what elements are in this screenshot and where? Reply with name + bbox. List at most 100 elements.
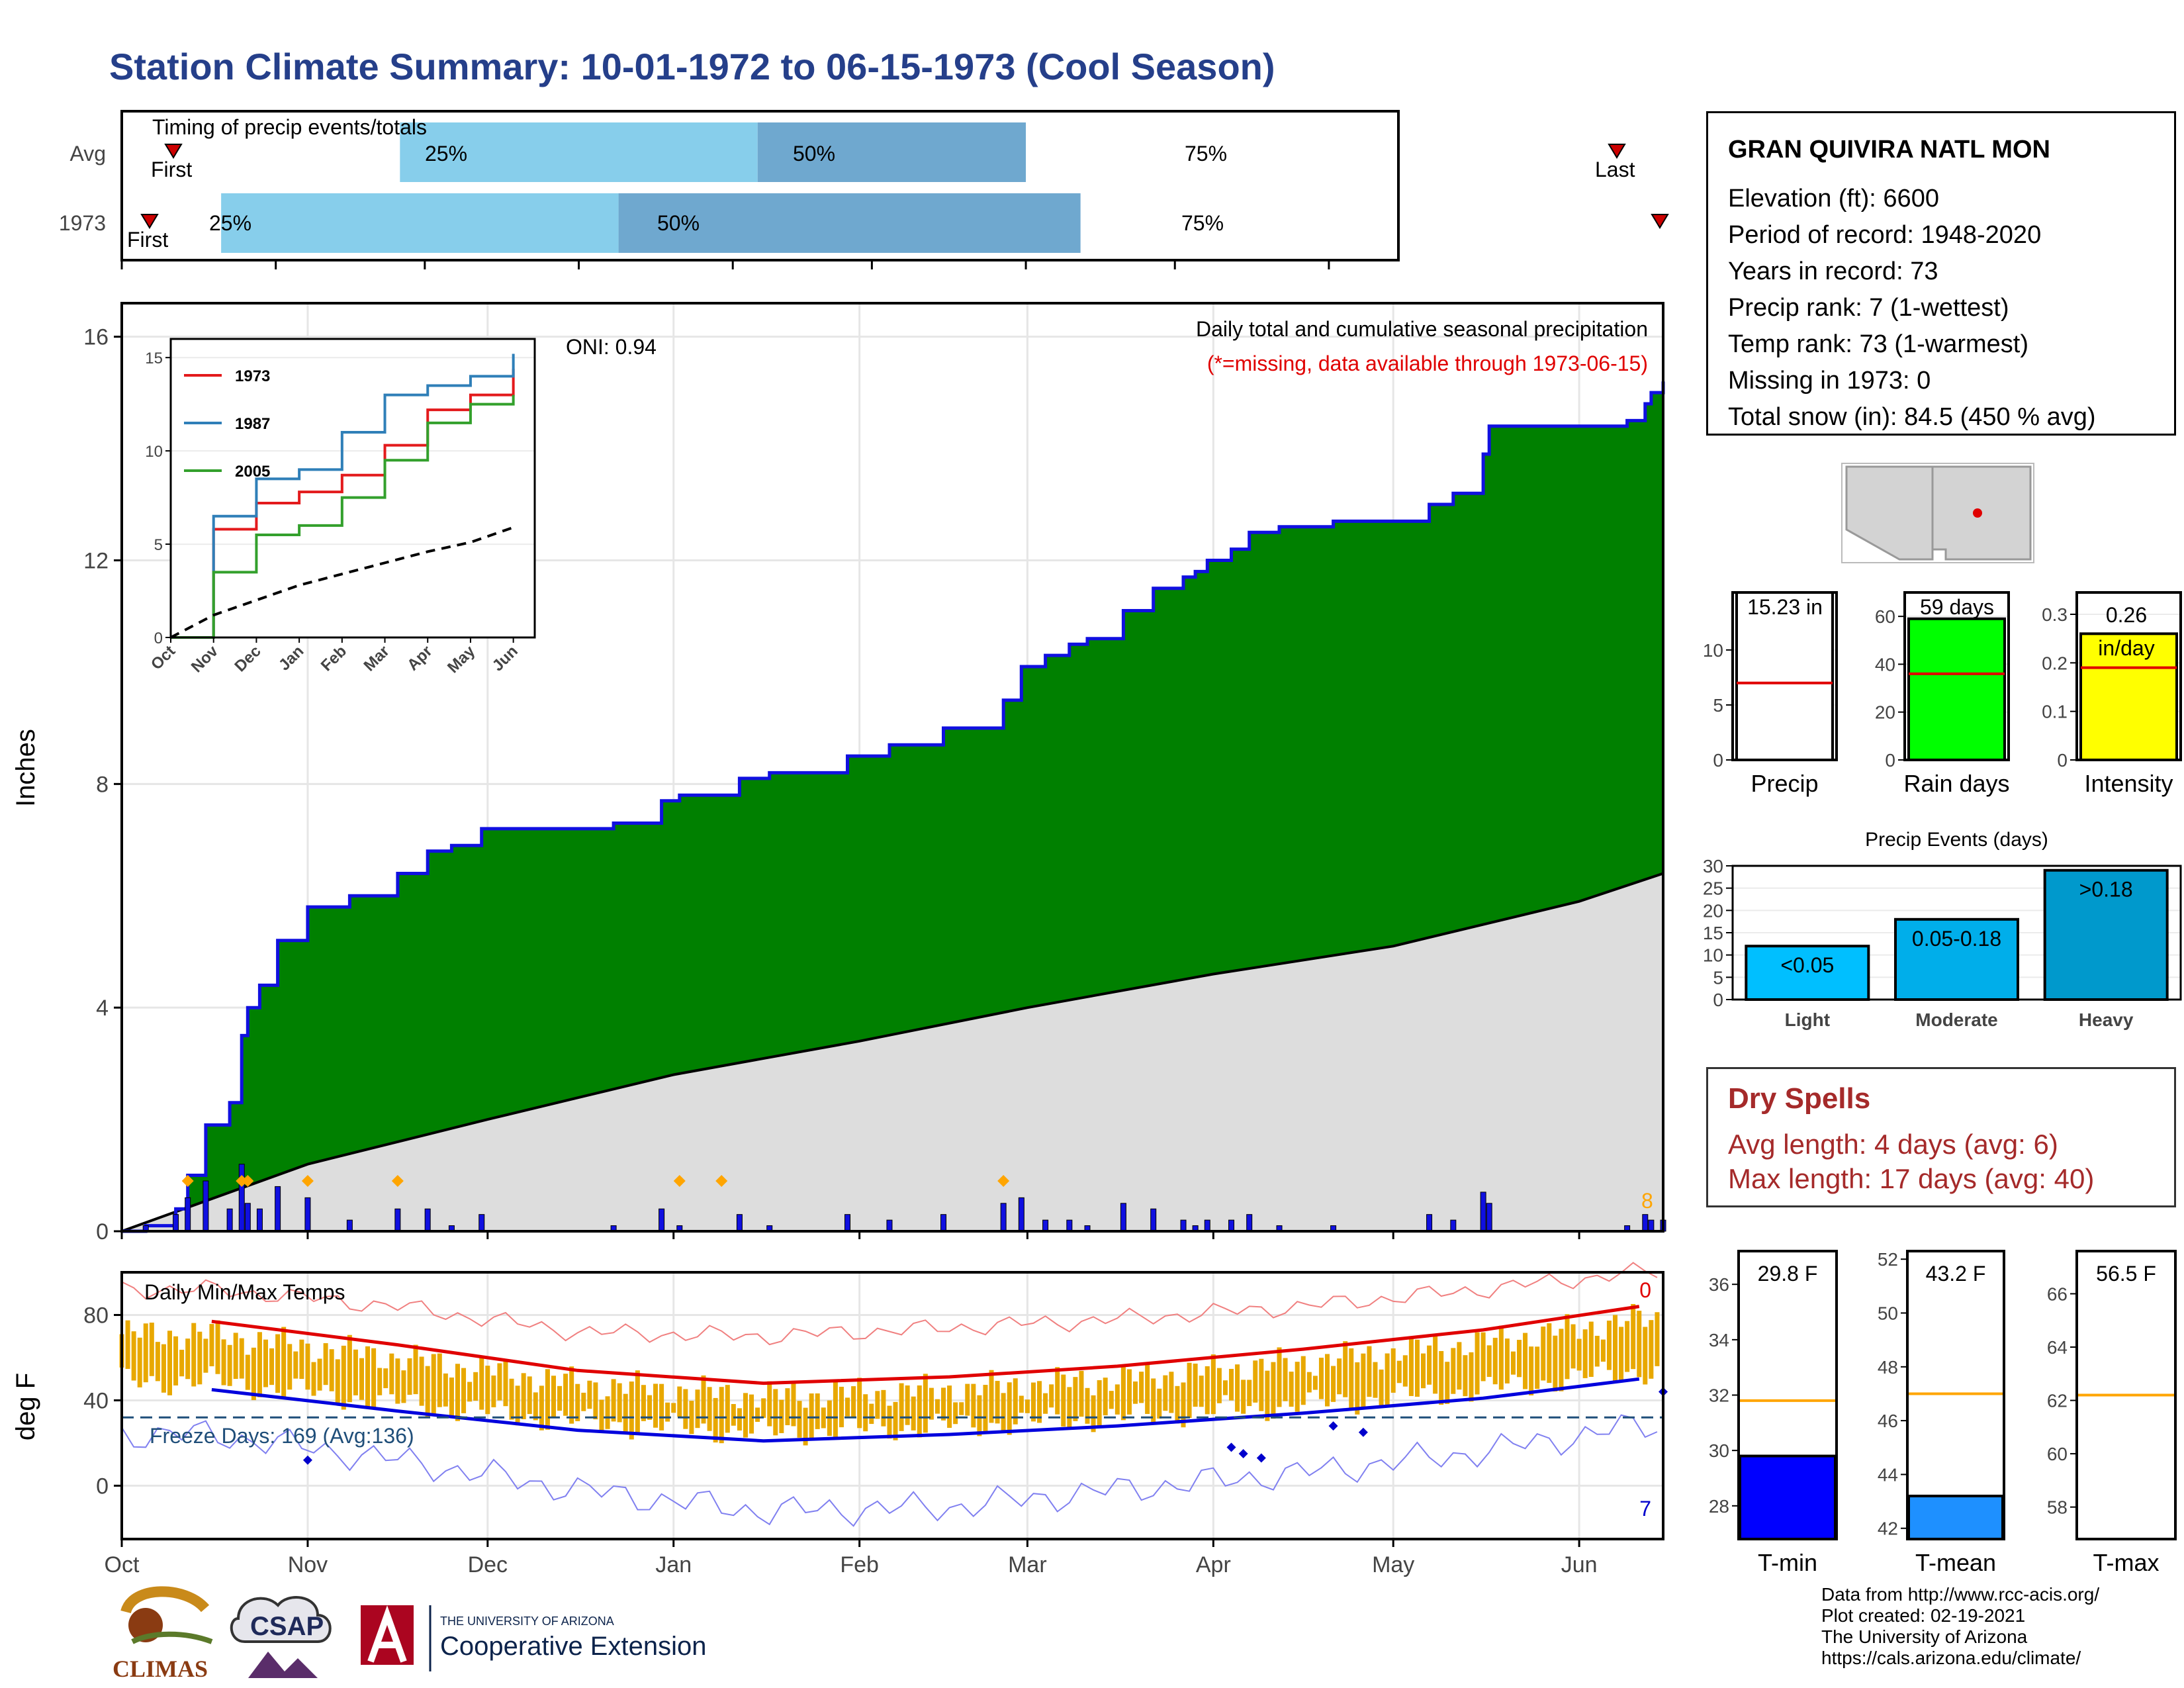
daily-temp-bar — [245, 1354, 250, 1390]
events-category-label: Moderate — [1915, 1009, 1997, 1030]
climas-wordmark: CLIMAS — [113, 1656, 208, 1682]
daily-temp-bar — [1367, 1346, 1372, 1397]
daily-temp-bar — [1061, 1374, 1066, 1427]
daily-temp-bar — [671, 1403, 676, 1413]
events-category-label: Heavy — [2079, 1009, 2134, 1030]
tmax-frame — [2075, 1250, 2177, 1540]
daily-temp-bar — [1451, 1348, 1456, 1394]
intensity-summary-y-tick-label: 0.1 — [2042, 702, 2068, 722]
events-y-tick-label: 20 — [1703, 900, 1723, 921]
daily-temp-bar — [1199, 1376, 1204, 1407]
daily-temp-bar — [653, 1383, 659, 1428]
dry-spells-box: Dry Spells Avg length: 4 days (avg: 6) M… — [1706, 1067, 2176, 1207]
daily-temp-bar — [1588, 1321, 1594, 1378]
daily-temp-bar — [845, 1397, 850, 1417]
snow-marker — [715, 1174, 728, 1187]
daily-temp-bar — [665, 1402, 670, 1422]
daily-temp-bar — [857, 1378, 862, 1429]
daily-temp-bar — [881, 1389, 886, 1427]
climas-logo: CLIMAS — [113, 1586, 213, 1682]
daily-temp-bar — [467, 1382, 473, 1402]
daily-temp-bar — [1475, 1332, 1480, 1395]
daily-temp-bar — [641, 1385, 646, 1421]
daily-precip-bar — [424, 1208, 431, 1232]
daily-temp-bar — [221, 1339, 226, 1385]
tmean-frame — [1906, 1250, 2005, 1540]
daily-temp-bar — [1091, 1395, 1096, 1432]
inset-x-tick-label: Apr — [404, 642, 435, 674]
station-info-box: GRAN QUIVIRA NATL MON Elevation (ft): 66… — [1706, 111, 2176, 436]
daily-temp-bar — [731, 1404, 736, 1426]
tmean-y-tick-label: 44 — [1878, 1464, 1898, 1485]
precip-missing-note: (*=missing, data available through 1973-… — [1207, 352, 1648, 375]
daily-temp-bar — [383, 1368, 388, 1389]
daily-temp-bar — [335, 1359, 340, 1405]
daily-temp-bar — [1222, 1380, 1228, 1395]
temp-y-axis-label: deg F — [11, 1373, 40, 1440]
daily-precip-bar — [1648, 1219, 1655, 1232]
daily-temp-bar — [1390, 1348, 1396, 1393]
daily-temp-bar — [1055, 1367, 1060, 1415]
month-tick-label: May — [1372, 1552, 1414, 1577]
precip-summary-value: 15.23 in — [1747, 595, 1823, 619]
daily-temp-bar — [197, 1331, 203, 1385]
station-years: Years in record: 73 — [1728, 258, 1938, 285]
daily-temp-bar — [635, 1370, 640, 1433]
daily-precip-bar — [1426, 1214, 1433, 1232]
daily-temp-bar — [281, 1327, 287, 1398]
daily-temp-bar — [1300, 1356, 1306, 1405]
daily-temp-bar — [1133, 1381, 1138, 1404]
precip-y-tick-label: 12 — [83, 549, 109, 574]
temp-y-tick-label: 0 — [96, 1474, 109, 1499]
daily-temp-bar — [1115, 1384, 1120, 1415]
daily-temp-bar — [1492, 1337, 1498, 1385]
daily-temp-bar — [1325, 1354, 1330, 1407]
summary-box-frame — [2075, 591, 2182, 761]
daily-temp-bar — [1373, 1362, 1378, 1398]
daily-precip-bar — [1486, 1203, 1492, 1232]
tmean-y-tick-label: 42 — [1878, 1519, 1898, 1539]
daily-temp-bar — [473, 1372, 478, 1401]
tmin-y-tick-label: 32 — [1709, 1385, 1729, 1406]
inset-x-tick-label: May — [444, 642, 479, 677]
precip-panel-frame — [120, 302, 1664, 1233]
daily-temp-bar — [1498, 1325, 1504, 1390]
inset-series-line — [171, 395, 515, 639]
daily-temp-bar — [1637, 1311, 1642, 1378]
daily-temp-bar — [311, 1362, 316, 1396]
daily-temp-bar — [1079, 1370, 1084, 1417]
oni-label: ONI: 0.94 — [566, 335, 657, 359]
tmean-value: 43.2 F — [1926, 1262, 1986, 1286]
daily-temp-bar — [1385, 1353, 1390, 1405]
events-bar-label: <0.05 — [1780, 953, 1834, 977]
timing-row-label: Avg — [69, 142, 106, 165]
daily-temp-bar — [149, 1323, 154, 1376]
tmin-y-tick-label: 36 — [1709, 1274, 1729, 1295]
daily-temp-bar — [1049, 1384, 1054, 1408]
daily-precip-bar — [1150, 1208, 1157, 1232]
daily-temp-bar — [443, 1373, 448, 1407]
inset-x-tick-label: Jun — [489, 642, 522, 675]
daily-temp-bar — [1103, 1378, 1108, 1416]
timing-avg-last-label: Last — [1595, 158, 1635, 181]
daily-temp-bar — [275, 1334, 281, 1393]
daily-temp-bar — [1097, 1380, 1102, 1429]
daily-temp-bar — [449, 1377, 454, 1416]
daily-temp-bar — [425, 1366, 430, 1417]
daily-temp-bar — [1169, 1372, 1174, 1413]
daily-precip-bar — [736, 1214, 743, 1232]
precip-summary-bar — [1735, 591, 1834, 761]
daily-temp-bar — [725, 1385, 730, 1433]
daily-precip-bar — [1180, 1219, 1187, 1232]
intensity-summary-y-tick-label: 0.2 — [2042, 653, 2068, 673]
daily-temp-bar — [179, 1350, 185, 1377]
daily-temp-bar — [1361, 1353, 1366, 1407]
daily-temp-bar — [1643, 1327, 1648, 1385]
timing-1973-last-marker — [1651, 214, 1669, 229]
daily-temp-bar — [1619, 1327, 1624, 1381]
raindays-summary-y-tick-label: 60 — [1875, 606, 1895, 627]
daily-temp-bar — [893, 1401, 898, 1440]
daily-temp-bar — [557, 1385, 563, 1411]
daily-temp-bar — [215, 1320, 220, 1374]
daily-precip-bar — [1120, 1203, 1126, 1232]
